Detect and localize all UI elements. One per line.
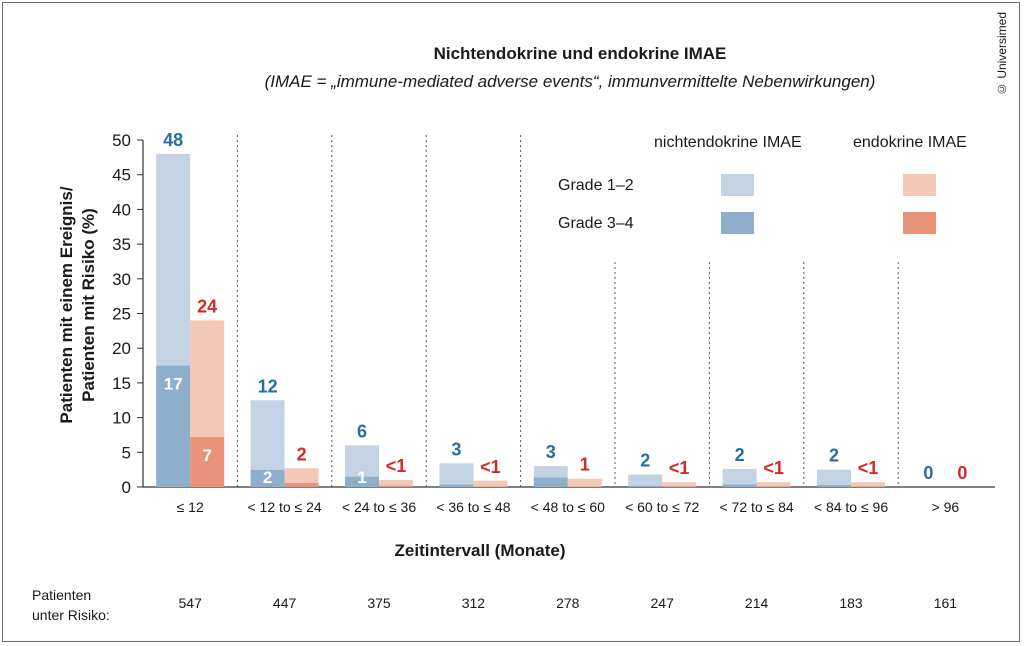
risk-table-label-line1: Patienten	[32, 587, 92, 603]
bar-endocrine-grade-3-4	[473, 486, 508, 487]
bar-endocrine-grade-1-2	[662, 482, 697, 487]
legend-group-endocrine: endokrine IMAE	[853, 134, 967, 151]
risk-value: 183	[839, 595, 863, 611]
legend-group-nonendocrine: nichtendokrine IMAE	[654, 134, 802, 151]
y-tick-label: 45	[112, 166, 131, 185]
risk-value: 161	[933, 595, 958, 611]
y-tick-label: 25	[112, 305, 131, 324]
y-tick-label: 10	[112, 409, 131, 428]
bar-nonendocrine-grade-3-4	[817, 484, 851, 487]
data-label-endocrine: <1	[480, 457, 501, 477]
bar-endocrine-grade-3-4	[379, 485, 413, 487]
data-label-nonendocrine: 3	[451, 439, 461, 459]
bar-endocrine-grade-3-4	[756, 486, 791, 487]
data-label-nonendocrine: 2	[640, 451, 650, 471]
x-tick-label: < 24 to ≤ 36	[342, 499, 416, 515]
bar-endocrine-grade-3-4	[662, 486, 697, 487]
risk-value: 247	[650, 595, 674, 611]
x-tick-label: < 12 to ≤ 24	[247, 499, 321, 515]
x-tick-label: < 36 to ≤ 48	[436, 499, 510, 515]
bar-endocrine-grade-3-4	[851, 486, 885, 487]
data-label-endocrine: 24	[197, 296, 217, 316]
bar-nonendocrine-grade-1-2	[817, 469, 851, 485]
bar-nonendocrine-grade-3-4	[345, 476, 379, 487]
risk-value: 547	[178, 595, 202, 611]
data-label-endocrine: <1	[669, 458, 690, 478]
y-tick-label: 35	[112, 235, 131, 254]
bar-nonendocrine-grade-1-2	[722, 468, 757, 485]
bar-endocrine-grade-1-2	[284, 468, 319, 483]
bar-nonendocrine-grade-1-2	[439, 463, 474, 485]
legend-grade-3-4: Grade 3–4	[558, 215, 634, 232]
legend-swatch-nonendocrine-grade-1-2	[721, 174, 754, 196]
x-tick-label: < 48 to ≤ 60	[531, 499, 605, 515]
data-label-endocrine: 2	[297, 444, 307, 464]
chart-subtitle: (IMAE = „immune-mediated adverse events“…	[264, 72, 876, 91]
x-tick-label: < 72 to ≤ 84	[719, 499, 793, 515]
bar-nonendocrine-grade-1-2	[533, 466, 568, 478]
data-label-endocrine: 0	[957, 463, 967, 483]
data-label-endocrine: <1	[858, 458, 879, 478]
risk-value: 375	[367, 595, 391, 611]
bar-nonendocrine-grade-3-4	[628, 485, 663, 487]
y-tick-label: 5	[122, 443, 131, 462]
legend-grade-1-2: Grade 1–2	[558, 177, 634, 194]
bar-endocrine-grade-1-2	[190, 320, 225, 438]
legend-swatch-nonendocrine-grade-3-4	[721, 212, 754, 234]
bar-nonendocrine-grade-1-2	[628, 474, 663, 486]
y-tick-label: 20	[112, 339, 131, 358]
data-label-nonendocrine: 6	[357, 421, 367, 441]
risk-table-label: Patienten unter Risiko:	[32, 585, 110, 625]
risk-value: 312	[461, 595, 486, 611]
bar-nonendocrine-grade-3-4	[533, 477, 568, 487]
x-tick-label: < 84 to ≤ 96	[814, 499, 888, 515]
bar-endocrine-grade-3-4	[567, 486, 602, 487]
y-tick-label: 15	[112, 374, 131, 393]
data-label-nonendocrine: 0	[923, 463, 933, 483]
bar-nonendocrine-grade-1-2	[250, 400, 285, 470]
data-label-nonendocrine: 3	[546, 442, 556, 462]
bar-endocrine-grade-1-2	[756, 482, 791, 487]
data-label-nonendocrine: 2	[829, 446, 839, 466]
y-tick-label: 30	[112, 270, 131, 289]
data-label-endocrine: <1	[763, 458, 784, 478]
x-tick-label: < 60 to ≤ 72	[625, 499, 699, 515]
data-label-endocrine: 1	[580, 455, 590, 475]
data-label-nonendocrine: 12	[258, 376, 278, 396]
bar-nonendocrine-grade-3-4	[722, 484, 757, 487]
bar-endocrine-grade-3-4	[190, 437, 225, 487]
bar-nonendocrine-grade-1-2	[156, 153, 191, 366]
x-axis-label: Zeitintervall (Monate)	[394, 541, 566, 560]
data-label-endocrine: <1	[386, 456, 407, 476]
bar-endocrine-grade-1-2	[567, 478, 602, 487]
y-tick-label: 50	[112, 131, 131, 150]
risk-table-label-line2: unter Risiko:	[32, 607, 110, 623]
chart-title: Nichtendokrine und endokrine IMAE	[433, 44, 727, 63]
bar-nonendocrine-grade-3-4	[439, 484, 474, 487]
data-label-endocrine-grade-3-4: 7	[202, 446, 211, 465]
bar-nonendocrine-grade-3-4	[250, 469, 285, 487]
risk-value: 447	[272, 595, 297, 611]
data-label-nonendocrine-grade-3-4: 17	[164, 375, 183, 394]
y-tick-label: 0	[122, 478, 131, 497]
data-label-nonendocrine-grade-3-4: 2	[263, 468, 272, 487]
y-tick-label: 40	[112, 200, 131, 219]
bar-nonendocrine-grade-1-2	[345, 445, 379, 477]
data-label-nonendocrine: 2	[735, 445, 745, 465]
bar-endocrine-grade-3-4	[284, 482, 319, 487]
bar-endocrine-grade-1-2	[473, 480, 508, 487]
bar-endocrine-grade-1-2	[851, 482, 885, 487]
legend-swatch-endocrine-grade-1-2	[903, 174, 936, 196]
x-tick-label: > 96	[932, 499, 960, 515]
data-label-nonendocrine: 48	[163, 130, 183, 150]
bar-endocrine-grade-1-2	[379, 480, 413, 486]
data-label-nonendocrine-grade-3-4: 1	[357, 468, 366, 487]
legend-swatch-endocrine-grade-3-4	[903, 212, 936, 234]
bar-nonendocrine-grade-3-4	[156, 365, 191, 487]
risk-value: 214	[744, 595, 769, 611]
risk-value: 278	[556, 595, 580, 611]
x-tick-label: ≤ 12	[177, 499, 204, 515]
